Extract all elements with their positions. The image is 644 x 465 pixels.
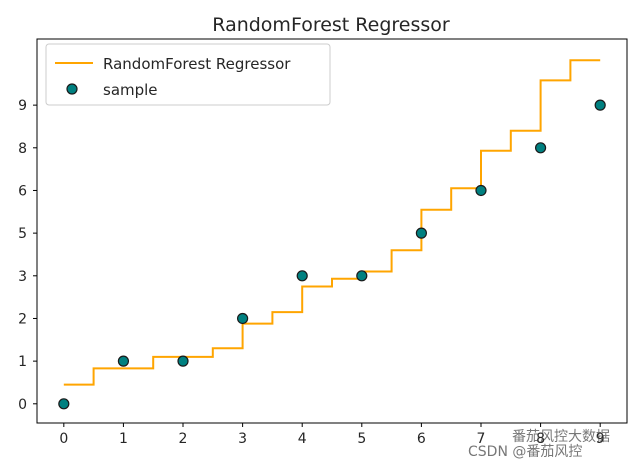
legend-label-randomforest: RandomForest Regressor [103, 55, 291, 73]
legend: RandomForest Regressor sample [45, 43, 331, 106]
y-axis: 0 1 2 3 5 6 8 9 [18, 98, 37, 413]
legend-box [45, 43, 331, 106]
x-tick-label: 2 [179, 431, 188, 447]
x-tick-label: 4 [298, 431, 307, 447]
plot-area [58, 59, 606, 410]
axes-border [36, 38, 628, 424]
x-tick-label: 9 [596, 431, 605, 447]
x-axis: 0 1 2 3 4 5 6 7 8 9 [59, 423, 605, 447]
y-tick-label: 8 [18, 141, 27, 157]
y-tick-label: 5 [18, 226, 27, 242]
sample-point [415, 227, 427, 239]
sample-point [117, 355, 130, 367]
sample-point [296, 270, 308, 282]
x-tick-label: 7 [477, 431, 486, 447]
axes-frame [36, 38, 628, 424]
watermark-line-2: CSDN @番茄风控 [468, 443, 582, 460]
x-tick-label: 6 [417, 431, 426, 447]
x-tick-label: 0 [59, 431, 68, 447]
y-tick-label: 0 [18, 397, 27, 413]
x-tick-label: 5 [357, 431, 366, 447]
y-tick-label: 3 [18, 269, 27, 285]
watermark-line-1: 番茄风控大数据 [512, 428, 610, 445]
x-tick-label: 1 [119, 431, 128, 447]
watermark: 番茄风控大数据 CSDN @番茄风控 [468, 428, 610, 460]
x-tick-label: 3 [238, 431, 247, 447]
sample-point [534, 142, 547, 154]
legend-label-sample: sample [103, 81, 158, 99]
sample-point [237, 312, 249, 325]
y-tick-label: 6 [18, 183, 27, 199]
series-line-randomforest [63, 59, 601, 386]
sample-point [356, 270, 368, 282]
sample-point [177, 355, 189, 367]
chart-title: RandomForest Regressor [212, 14, 450, 36]
sample-point [475, 184, 487, 197]
sample-point [594, 99, 606, 111]
x-tick-label: 8 [536, 431, 545, 447]
y-tick-label: 2 [18, 311, 27, 327]
legend-marker-swatch [66, 83, 78, 95]
y-tick-label: 9 [18, 98, 27, 114]
y-tick-label: 1 [18, 354, 27, 370]
sample-point [58, 398, 70, 410]
